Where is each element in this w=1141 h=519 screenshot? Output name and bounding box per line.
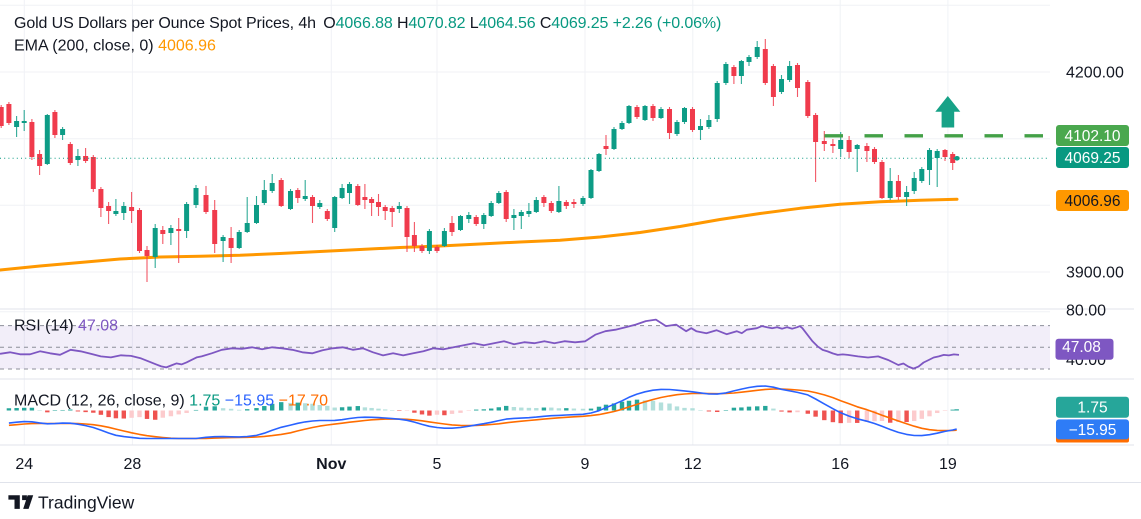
- svg-text:12: 12: [684, 456, 702, 473]
- svg-text:Nov: Nov: [316, 456, 346, 473]
- svg-text:28: 28: [124, 456, 142, 473]
- svg-text:16: 16: [831, 456, 849, 473]
- svg-text:24: 24: [15, 456, 33, 473]
- svg-text:1.75: 1.75: [1077, 400, 1107, 417]
- svg-text:9: 9: [581, 456, 590, 473]
- svg-text:EMA (200, close, 0) 4006.96: EMA (200, close, 0) 4006.96: [14, 38, 216, 55]
- svg-text:Gold US Dollars per Ounce Spot: Gold US Dollars per Ounce Spot Prices, 4…: [14, 15, 721, 32]
- svg-text:19: 19: [939, 456, 957, 473]
- svg-text:4102.10: 4102.10: [1064, 128, 1120, 145]
- svg-text:3900.00: 3900.00: [1066, 265, 1124, 282]
- svg-text:4006.96: 4006.96: [1064, 193, 1120, 210]
- svg-text:47.08: 47.08: [1062, 339, 1101, 356]
- svg-text:TradingView: TradingView: [38, 493, 135, 513]
- svg-text:4200.00: 4200.00: [1066, 65, 1124, 82]
- svg-text:5: 5: [433, 456, 442, 473]
- svg-text:−15.95: −15.95: [1069, 422, 1117, 439]
- svg-text:MACD (12, 26, close, 9) 1.75 −: MACD (12, 26, close, 9) 1.75 −15.95 −17.…: [14, 393, 328, 410]
- svg-text:4069.25: 4069.25: [1064, 150, 1120, 167]
- svg-text:RSI (14) 47.08: RSI (14) 47.08: [14, 318, 118, 335]
- svg-text:80.00: 80.00: [1066, 303, 1106, 320]
